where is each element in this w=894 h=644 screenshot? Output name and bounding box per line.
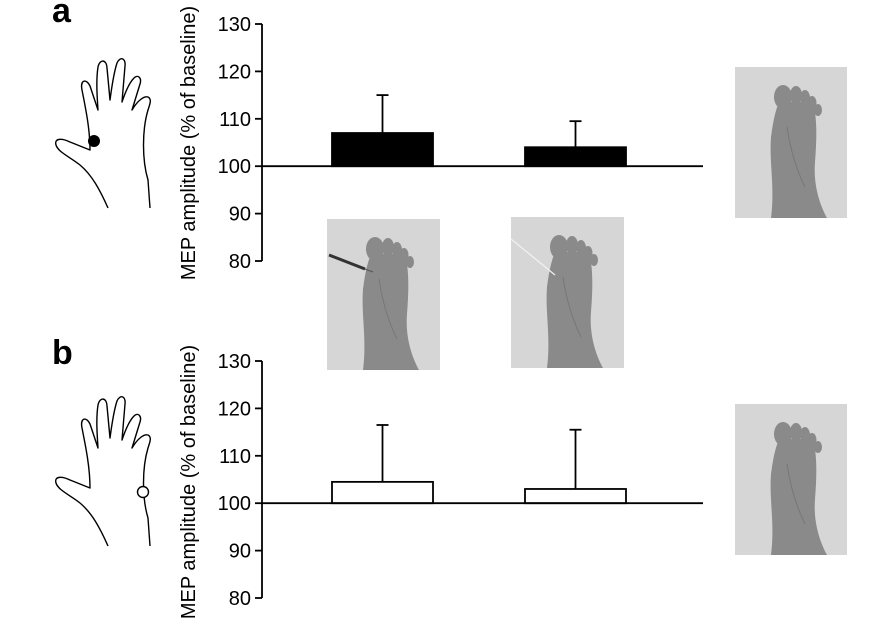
foot-photo bbox=[327, 219, 440, 370]
chart-panel-a: 80 90 100 110 120 130 MEP amplitude (% of base… bbox=[178, 6, 703, 280]
y-tick-label: 100 bbox=[218, 156, 251, 178]
foot-photo bbox=[735, 67, 847, 218]
y-tick-label: 110 bbox=[219, 109, 251, 131]
y-tick-label: 100 bbox=[218, 493, 251, 515]
bar bbox=[331, 480, 434, 505]
y-axis-label: MEP amplitude (% of baseline) bbox=[178, 345, 200, 619]
y-tick-label: 120 bbox=[218, 61, 251, 83]
y-axis-label: MEP amplitude (% of baseline) bbox=[178, 6, 200, 280]
y-tick-label: 130 bbox=[218, 351, 251, 373]
syringe-icon bbox=[511, 238, 556, 276]
bar bbox=[524, 146, 627, 168]
syringe-icon bbox=[328, 253, 374, 273]
electrode-marker-filled bbox=[88, 135, 100, 147]
y-tick-label: 130 bbox=[218, 14, 251, 36]
y-tick-label: 110 bbox=[219, 446, 251, 468]
panel-label-b: b bbox=[52, 334, 73, 372]
bar bbox=[331, 132, 434, 168]
hand-icon bbox=[55, 58, 151, 209]
foot-photo bbox=[735, 404, 847, 555]
y-tick-label: 90 bbox=[229, 541, 251, 563]
hand-icon bbox=[55, 396, 151, 547]
y-tick-label: 80 bbox=[229, 251, 251, 273]
chart-panel-b: 80 90 100 110 120 130 MEP amplitude (% of base… bbox=[178, 345, 703, 619]
electrode-marker-open bbox=[136, 485, 150, 499]
y-tick-label: 120 bbox=[218, 398, 251, 420]
panel-label-a: a bbox=[52, 0, 71, 30]
y-tick-label: 80 bbox=[229, 588, 251, 610]
bar bbox=[524, 488, 627, 505]
y-tick-label: 90 bbox=[229, 204, 251, 226]
foot-photo bbox=[511, 217, 624, 368]
